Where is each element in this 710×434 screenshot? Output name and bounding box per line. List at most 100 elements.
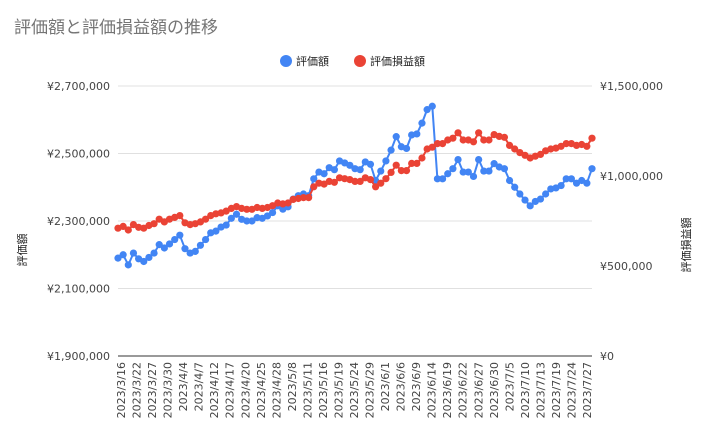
data-point[interactable]: [366, 160, 375, 168]
data-point[interactable]: [305, 194, 313, 202]
data-point[interactable]: [511, 145, 519, 153]
data-point[interactable]: [382, 157, 390, 165]
data-point[interactable]: [557, 181, 565, 190]
data-point[interactable]: [227, 214, 235, 222]
data-point[interactable]: [196, 241, 205, 249]
data-point[interactable]: [124, 261, 132, 269]
data-point[interactable]: [500, 133, 509, 141]
data-point[interactable]: [155, 241, 163, 249]
data-point[interactable]: [485, 167, 493, 175]
data-point[interactable]: [588, 134, 596, 142]
data-point[interactable]: [562, 175, 570, 183]
data-point[interactable]: [387, 168, 395, 176]
data-point[interactable]: [356, 166, 364, 174]
legend-item-unrealized-gain[interactable]: 評価損益額: [354, 54, 425, 68]
data-point[interactable]: [366, 176, 375, 184]
data-point[interactable]: [480, 136, 488, 144]
data-point[interactable]: [475, 129, 483, 137]
data-point[interactable]: [351, 177, 359, 185]
data-point[interactable]: [201, 235, 210, 244]
data-point[interactable]: [469, 138, 478, 146]
data-point[interactable]: [418, 119, 426, 127]
data-point[interactable]: [377, 179, 385, 187]
data-point[interactable]: [150, 220, 158, 228]
data-point[interactable]: [500, 165, 509, 173]
data-point[interactable]: [330, 166, 338, 174]
data-point[interactable]: [356, 177, 364, 185]
data-point[interactable]: [140, 257, 148, 266]
data-point[interactable]: [428, 143, 436, 151]
data-point[interactable]: [480, 167, 488, 175]
data-point[interactable]: [397, 167, 405, 175]
data-point[interactable]: [201, 215, 210, 223]
data-point[interactable]: [583, 179, 591, 187]
data-point[interactable]: [423, 106, 431, 114]
data-point[interactable]: [526, 202, 534, 210]
data-point[interactable]: [124, 226, 132, 234]
data-point[interactable]: [176, 231, 184, 239]
data-point[interactable]: [521, 196, 529, 204]
data-point[interactable]: [449, 134, 457, 142]
data-point[interactable]: [171, 235, 179, 244]
data-point[interactable]: [145, 253, 153, 262]
data-point[interactable]: [392, 133, 400, 141]
data-point[interactable]: [588, 165, 596, 173]
data-point[interactable]: [464, 168, 472, 176]
data-point[interactable]: [382, 175, 390, 183]
data-point[interactable]: [459, 168, 467, 176]
data-point[interactable]: [346, 161, 354, 169]
data-point[interactable]: [444, 170, 452, 178]
data-point[interactable]: [567, 175, 575, 183]
data-point[interactable]: [449, 165, 457, 173]
data-point[interactable]: [243, 205, 251, 213]
data-point[interactable]: [454, 155, 462, 164]
data-point[interactable]: [475, 155, 483, 164]
data-point[interactable]: [232, 210, 241, 218]
data-point[interactable]: [268, 208, 277, 217]
data-point[interactable]: [119, 222, 127, 230]
data-point[interactable]: [428, 102, 436, 110]
data-point[interactable]: [387, 146, 395, 154]
data-point[interactable]: [160, 244, 168, 252]
data-point[interactable]: [212, 227, 220, 235]
data-point[interactable]: [418, 154, 426, 162]
legend-item-valuation[interactable]: 評価額: [280, 54, 329, 68]
data-point[interactable]: [377, 167, 385, 175]
data-point[interactable]: [248, 217, 256, 225]
data-point[interactable]: [516, 190, 524, 198]
data-point[interactable]: [119, 251, 127, 259]
data-point[interactable]: [505, 141, 514, 149]
data-point[interactable]: [485, 136, 493, 144]
data-point[interactable]: [114, 254, 122, 262]
data-point[interactable]: [165, 240, 174, 248]
data-point[interactable]: [191, 247, 199, 255]
data-point[interactable]: [150, 249, 158, 257]
data-point[interactable]: [330, 178, 338, 186]
data-point[interactable]: [392, 161, 400, 169]
data-point[interactable]: [469, 172, 478, 181]
data-point[interactable]: [438, 175, 447, 183]
data-point[interactable]: [536, 150, 545, 158]
data-point[interactable]: [284, 199, 292, 207]
data-point[interactable]: [511, 183, 519, 191]
data-point[interactable]: [413, 159, 421, 167]
data-point[interactable]: [459, 136, 467, 144]
data-point[interactable]: [433, 175, 442, 183]
data-point[interactable]: [310, 175, 318, 183]
data-point[interactable]: [433, 140, 442, 148]
data-point[interactable]: [536, 195, 545, 203]
data-point[interactable]: [372, 183, 380, 191]
data-point[interactable]: [402, 144, 411, 153]
data-point[interactable]: [454, 129, 462, 137]
data-point[interactable]: [176, 212, 184, 220]
data-point[interactable]: [408, 159, 416, 167]
data-point[interactable]: [299, 194, 308, 202]
data-point[interactable]: [243, 217, 251, 225]
data-point[interactable]: [263, 212, 272, 220]
data-point[interactable]: [129, 249, 138, 257]
data-point[interactable]: [583, 142, 591, 150]
data-point[interactable]: [222, 221, 230, 229]
data-point[interactable]: [310, 183, 318, 191]
data-point[interactable]: [413, 130, 421, 138]
data-point[interactable]: [542, 190, 550, 198]
